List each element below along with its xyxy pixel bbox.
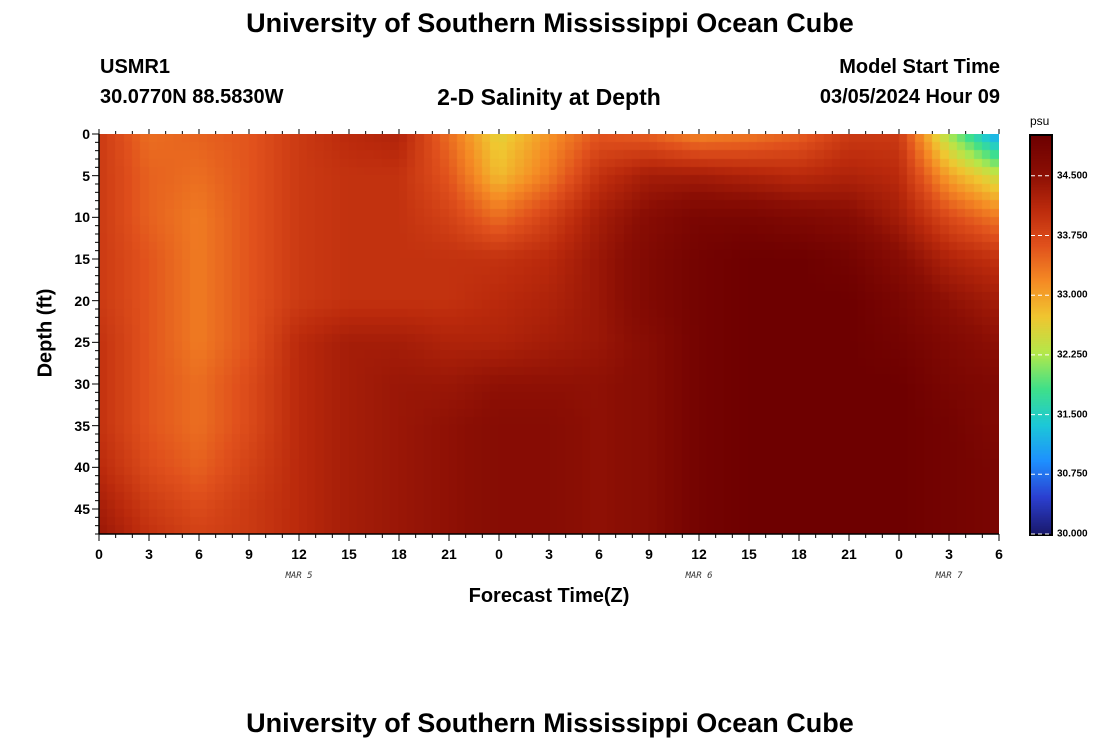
colorbar-label: 34.500	[1057, 170, 1088, 182]
model-start-time: 03/05/2024 Hour 09	[819, 86, 1000, 108]
page-title-bottom: University of Southern Mississippi Ocean…	[246, 708, 854, 738]
x-tick-label: 21	[841, 546, 857, 562]
station-id: USMR1	[100, 56, 171, 78]
date-label: MAR 5	[285, 571, 313, 581]
colorbar-label: 33.750	[1057, 230, 1088, 241]
x-tick-label: 9	[645, 546, 653, 562]
y-tick-label: 25	[74, 334, 90, 351]
x-tick-label: 15	[341, 546, 357, 562]
y-tick-label: 20	[74, 292, 90, 309]
x-tick-label: 0	[95, 546, 103, 562]
date-label: MAR 7	[935, 571, 963, 581]
x-tick-label: 18	[391, 546, 407, 562]
x-tick-label: 15	[741, 546, 757, 562]
y-tick-label: 0	[82, 126, 90, 142]
salinity-heatmap	[99, 134, 999, 534]
model-start-label: Model Start Time	[839, 56, 1000, 78]
x-tick-label: 18	[791, 546, 807, 562]
x-tick-label: 9	[245, 546, 253, 562]
x-tick-label: 6	[195, 546, 203, 562]
colorbar-label: 30.000	[1057, 528, 1088, 540]
y-tick-label: 35	[74, 417, 90, 434]
y-tick-label: 15	[74, 251, 90, 267]
x-tick-label: 21	[441, 546, 457, 562]
colorbar	[1029, 134, 1053, 536]
station-coords: 30.0770N 88.5830W	[100, 86, 284, 108]
x-tick-label: 0	[495, 546, 503, 562]
x-axis-label: Forecast Time(Z)	[468, 585, 630, 607]
x-tick-label: 3	[545, 546, 553, 562]
colorbar-label: 30.750	[1057, 468, 1088, 480]
x-tick-label: 0	[895, 546, 903, 562]
x-tick-label: 3	[145, 546, 153, 562]
y-tick-label: 10	[74, 209, 90, 226]
y-tick-label: 30	[74, 376, 90, 392]
x-tick-label: 12	[291, 546, 307, 562]
y-tick-label: 40	[74, 459, 90, 476]
plot-title: 2-D Salinity at Depth	[437, 84, 661, 110]
colorbar-label: 33.000	[1057, 289, 1088, 301]
x-tick-label: 6	[595, 546, 603, 562]
page-title: University of Southern Mississippi Ocean…	[246, 8, 854, 38]
date-label: MAR 6	[685, 571, 713, 581]
x-tick-label: 3	[945, 546, 953, 562]
colorbar-unit: psu	[1030, 114, 1050, 128]
y-tick-label: 45	[74, 501, 90, 517]
colorbar-label: 31.500	[1057, 409, 1088, 421]
colorbar-label: 32.250	[1057, 349, 1088, 361]
x-tick-label: 6	[995, 546, 1003, 562]
y-tick-label: 5	[82, 167, 90, 184]
x-tick-label: 12	[691, 546, 707, 562]
